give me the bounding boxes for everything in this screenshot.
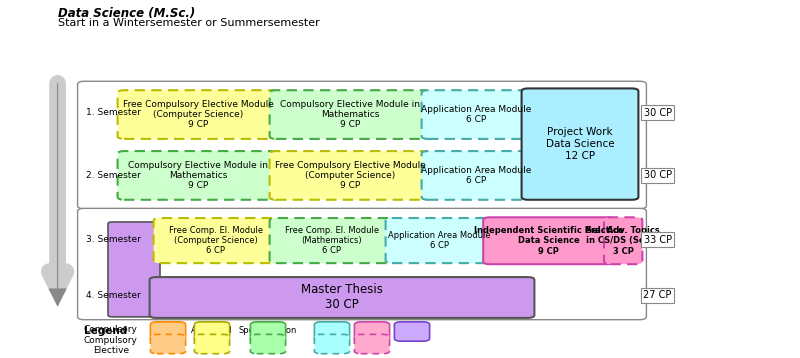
Text: Basic: Basic bbox=[157, 326, 179, 335]
Text: Compulsory Elective Module in
Mathematics
9 CP: Compulsory Elective Module in Mathematic… bbox=[128, 160, 268, 190]
Text: Start in a Wintersemester or Summersemester: Start in a Wintersemester or Summersemes… bbox=[58, 18, 319, 28]
FancyBboxPatch shape bbox=[150, 322, 186, 341]
Text: 27 CP: 27 CP bbox=[643, 290, 672, 300]
FancyBboxPatch shape bbox=[270, 90, 430, 139]
FancyBboxPatch shape bbox=[386, 218, 493, 263]
Text: Specialisation: Specialisation bbox=[239, 326, 297, 335]
Text: Free Compulsory Elective Module
(Computer Science)
9 CP: Free Compulsory Elective Module (Compute… bbox=[122, 100, 274, 130]
Text: Free Compulsory Elective Module
(Computer Science)
9 CP: Free Compulsory Elective Module (Compute… bbox=[274, 160, 426, 190]
FancyBboxPatch shape bbox=[118, 151, 278, 200]
Text: 33 CP: 33 CP bbox=[643, 235, 672, 245]
Text: Application Area Module
6 CP: Application Area Module 6 CP bbox=[388, 231, 490, 250]
FancyBboxPatch shape bbox=[394, 322, 430, 341]
FancyBboxPatch shape bbox=[483, 217, 614, 264]
Text: Compulsory: Compulsory bbox=[84, 325, 138, 334]
FancyBboxPatch shape bbox=[250, 334, 286, 354]
Text: Practical: Practical bbox=[314, 326, 350, 335]
Text: 30 CP: 30 CP bbox=[643, 170, 672, 180]
FancyBboxPatch shape bbox=[78, 81, 646, 209]
FancyBboxPatch shape bbox=[422, 151, 530, 200]
Text: 1. Semester: 1. Semester bbox=[86, 108, 141, 117]
FancyBboxPatch shape bbox=[150, 334, 186, 354]
FancyBboxPatch shape bbox=[118, 90, 278, 139]
Text: Legend: Legend bbox=[84, 326, 127, 336]
Text: Compulsory Elective Module in
Mathematics
9 CP: Compulsory Elective Module in Mathematic… bbox=[280, 100, 420, 130]
FancyBboxPatch shape bbox=[314, 334, 350, 354]
FancyBboxPatch shape bbox=[314, 322, 350, 341]
FancyBboxPatch shape bbox=[422, 90, 530, 139]
Text: Sel. Adv. Topics
in CS/DS (Sem.)
3 CP: Sel. Adv. Topics in CS/DS (Sem.) 3 CP bbox=[586, 226, 660, 256]
Text: 30 CP: 30 CP bbox=[643, 108, 672, 118]
Text: Data Science (M.Sc.): Data Science (M.Sc.) bbox=[58, 7, 195, 20]
Text: Independent Scientific Practice
Data Science
9 CP: Independent Scientific Practice Data Sci… bbox=[474, 226, 624, 256]
Text: Application Area Module
6 CP: Application Area Module 6 CP bbox=[421, 166, 531, 185]
FancyBboxPatch shape bbox=[354, 322, 390, 341]
Text: 3. Semester: 3. Semester bbox=[86, 235, 141, 245]
FancyBboxPatch shape bbox=[154, 218, 278, 263]
Text: Project Work
Data Science
12 CP: Project Work Data Science 12 CP bbox=[546, 127, 614, 161]
Text: Free Comp. El. Module
(Computer Science)
6 CP: Free Comp. El. Module (Computer Science)… bbox=[169, 226, 263, 256]
FancyBboxPatch shape bbox=[270, 151, 430, 200]
Text: 4. Semester: 4. Semester bbox=[86, 291, 140, 300]
FancyBboxPatch shape bbox=[522, 88, 638, 200]
Text: Master Thesis
30 CP: Master Thesis 30 CP bbox=[301, 284, 383, 311]
FancyBboxPatch shape bbox=[250, 322, 286, 341]
Text: Advanced: Advanced bbox=[191, 326, 233, 335]
Text: Free Comp. El. Module
(Mathematics)
6 CP: Free Comp. El. Module (Mathematics) 6 CP bbox=[285, 226, 379, 256]
FancyBboxPatch shape bbox=[194, 334, 230, 354]
Text: Compulsory
Elective: Compulsory Elective bbox=[84, 336, 138, 355]
FancyBboxPatch shape bbox=[270, 218, 394, 263]
FancyBboxPatch shape bbox=[604, 217, 642, 264]
Text: Profile: Profile bbox=[358, 326, 386, 335]
FancyBboxPatch shape bbox=[108, 222, 160, 317]
FancyBboxPatch shape bbox=[78, 208, 646, 320]
Text: Application Area Module
6 CP: Application Area Module 6 CP bbox=[421, 105, 531, 124]
Text: Final: Final bbox=[402, 326, 422, 335]
FancyBboxPatch shape bbox=[150, 277, 534, 318]
FancyBboxPatch shape bbox=[194, 322, 230, 341]
Text: 2. Semester: 2. Semester bbox=[86, 171, 140, 180]
FancyBboxPatch shape bbox=[354, 334, 390, 354]
